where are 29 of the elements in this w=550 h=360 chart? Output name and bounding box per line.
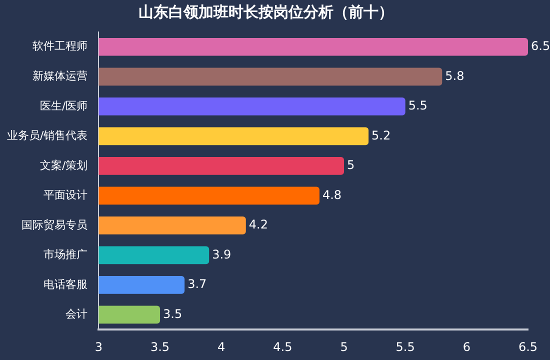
data-label: 3.9 [212, 247, 232, 262]
x-tick-label: 5 [340, 340, 348, 354]
chart-title: 山东白领加班时长按岗位分析（前十） [138, 2, 394, 21]
data-label: 4.8 [322, 188, 342, 202]
x-tick-label: 4.5 [273, 340, 292, 354]
y-tick-label: 市场推广 [44, 248, 88, 262]
y-tick-label: 国际贸易专员 [22, 218, 88, 232]
y-tick-label: 平面设计 [44, 188, 88, 202]
data-label: 6.5 [531, 39, 550, 54]
y-tick-label: 医生/医师 [40, 99, 88, 112]
x-tick-label: 6.5 [518, 340, 538, 354]
data-label: 5.2 [372, 128, 391, 142]
y-tick-label: 文案/策划 [40, 158, 88, 172]
data-label: 3.7 [188, 277, 207, 292]
y-tick-label: 电话客服 [44, 278, 88, 291]
data-label: 3.5 [163, 306, 182, 321]
y-tick-label: 软件工程师 [32, 40, 88, 53]
y-tick-label: 会计 [66, 308, 88, 321]
data-label: 5.5 [408, 98, 428, 113]
data-label: 5.8 [445, 68, 464, 83]
x-tick-label: 5.5 [396, 340, 415, 354]
y-tick-label: 业务员/销售代表 [6, 129, 88, 142]
x-tick-label: 3.5 [150, 340, 170, 354]
data-label: 5 [347, 158, 355, 172]
x-tick-label: 3 [94, 340, 103, 354]
data-label: 4.2 [248, 218, 268, 232]
x-tick-label: 4 [218, 340, 226, 354]
x-tick-label: 6 [462, 340, 470, 354]
y-tick-label: 新媒体运营 [32, 70, 88, 82]
